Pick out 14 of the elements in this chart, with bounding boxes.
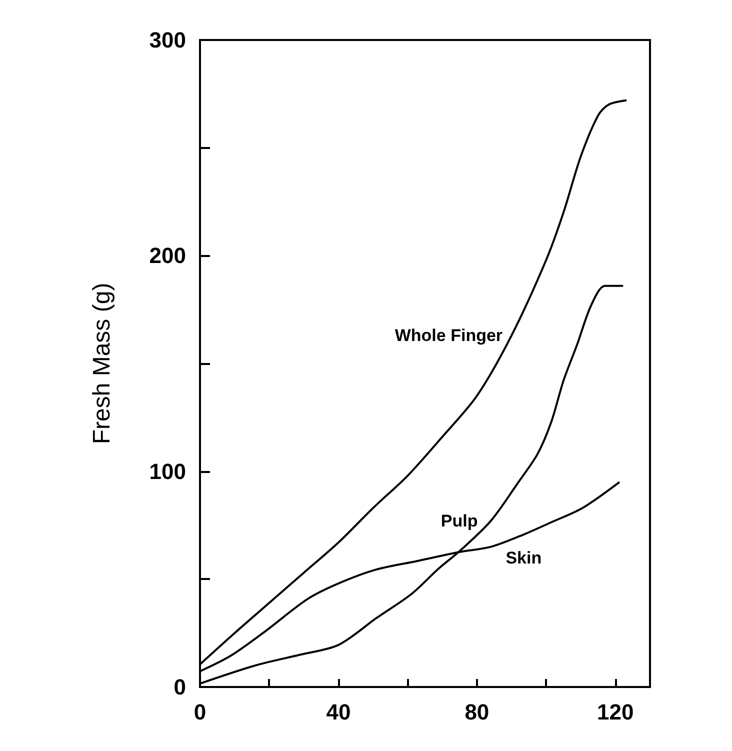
x-tick-label: 40 — [326, 700, 351, 724]
line-series — [199, 99, 627, 666]
y-tick-label: 200 — [149, 243, 186, 268]
series-label: Pulp — [440, 511, 478, 530]
y-tick-label: 100 — [149, 458, 186, 484]
y-tick-label: 300 — [149, 28, 186, 52]
y-axis-title: Fresh Mass (g) — [88, 282, 116, 444]
x-tick-label: 120 — [597, 700, 634, 724]
y-tick-label: 0 — [174, 674, 186, 700]
series-label: Whole Finger — [394, 326, 503, 345]
line-series — [199, 284, 624, 685]
x-tick-label: 0 — [194, 700, 206, 724]
series-label: Skin — [506, 548, 542, 568]
x-tick-label: 80 — [464, 700, 490, 724]
